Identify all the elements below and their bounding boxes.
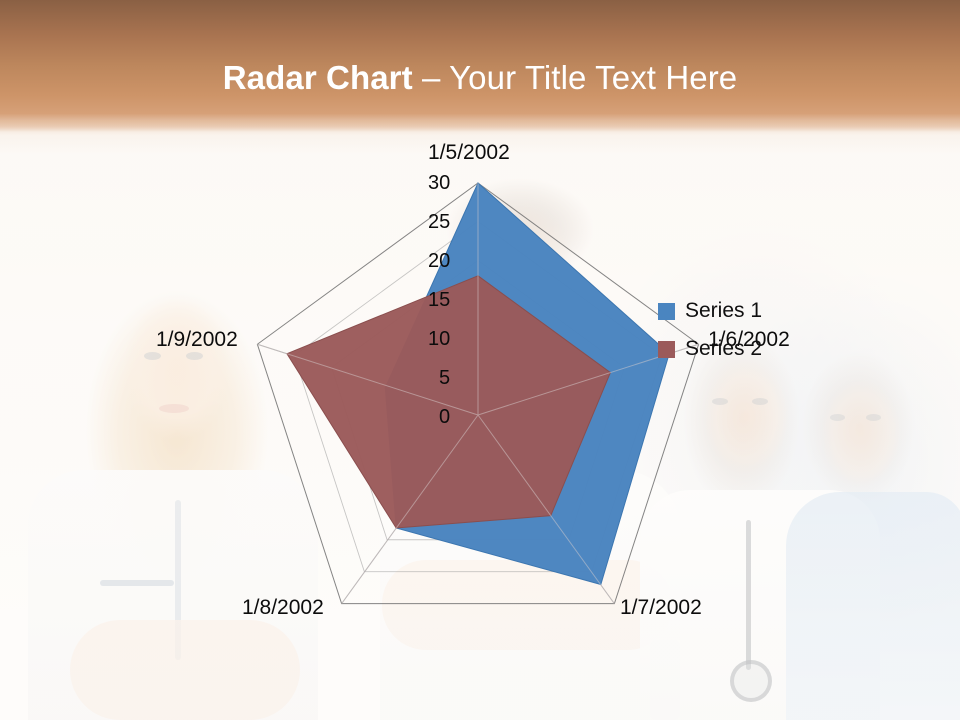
legend-swatch-series-2-icon bbox=[658, 340, 675, 358]
legend-item-series-1[interactable]: Series 1 bbox=[658, 292, 848, 330]
tick-label-10: 10 bbox=[428, 328, 451, 350]
axis-label-right: 1/6/2002 bbox=[708, 328, 790, 351]
tick-label-20: 20 bbox=[428, 250, 451, 272]
spoke-overlay-1-9-2002 bbox=[257, 343, 479, 416]
axis-label-left: 1/9/2002 bbox=[156, 328, 238, 351]
axis-label-bottom-left: 1/8/2002 bbox=[242, 596, 324, 619]
page-title-rest: – Your Title Text Here bbox=[412, 59, 738, 96]
chart-legend: Series 1 Series 2 bbox=[658, 292, 848, 368]
tick-label-15: 15 bbox=[428, 289, 451, 311]
spoke-overlay-1-8-2002 bbox=[341, 414, 479, 604]
radar-axis-spokes-overlay bbox=[257, 183, 699, 604]
radar-area-series-2 bbox=[286, 275, 611, 529]
page-title-strong: Radar Chart bbox=[222, 59, 413, 96]
radar-chart: 1/5/2002 1/6/2002 1/7/2002 1/8/2002 1/9/… bbox=[0, 132, 960, 720]
legend-swatch-series-1-icon bbox=[658, 302, 675, 320]
legend-item-series-2[interactable]: Series 2 bbox=[658, 330, 848, 368]
page-title: Radar Chart – Your Title Text Here bbox=[0, 58, 960, 98]
axis-label-top: 1/5/2002 bbox=[428, 141, 510, 164]
tick-label-30: 30 bbox=[428, 172, 451, 194]
spoke-overlay-1-7-2002 bbox=[477, 414, 615, 604]
axis-label-bottom-right: 1/7/2002 bbox=[620, 596, 702, 619]
tick-label-0: 0 bbox=[439, 406, 451, 428]
tick-label-5: 5 bbox=[439, 367, 451, 389]
radar-chart-plot bbox=[256, 182, 700, 605]
tick-label-25: 25 bbox=[428, 211, 451, 233]
legend-label-series-1: Series 1 bbox=[685, 299, 763, 322]
legend-label-series-2: Series 2 bbox=[685, 337, 763, 360]
title-banner bbox=[0, 0, 960, 132]
title-banner-fade bbox=[0, 120, 960, 154]
